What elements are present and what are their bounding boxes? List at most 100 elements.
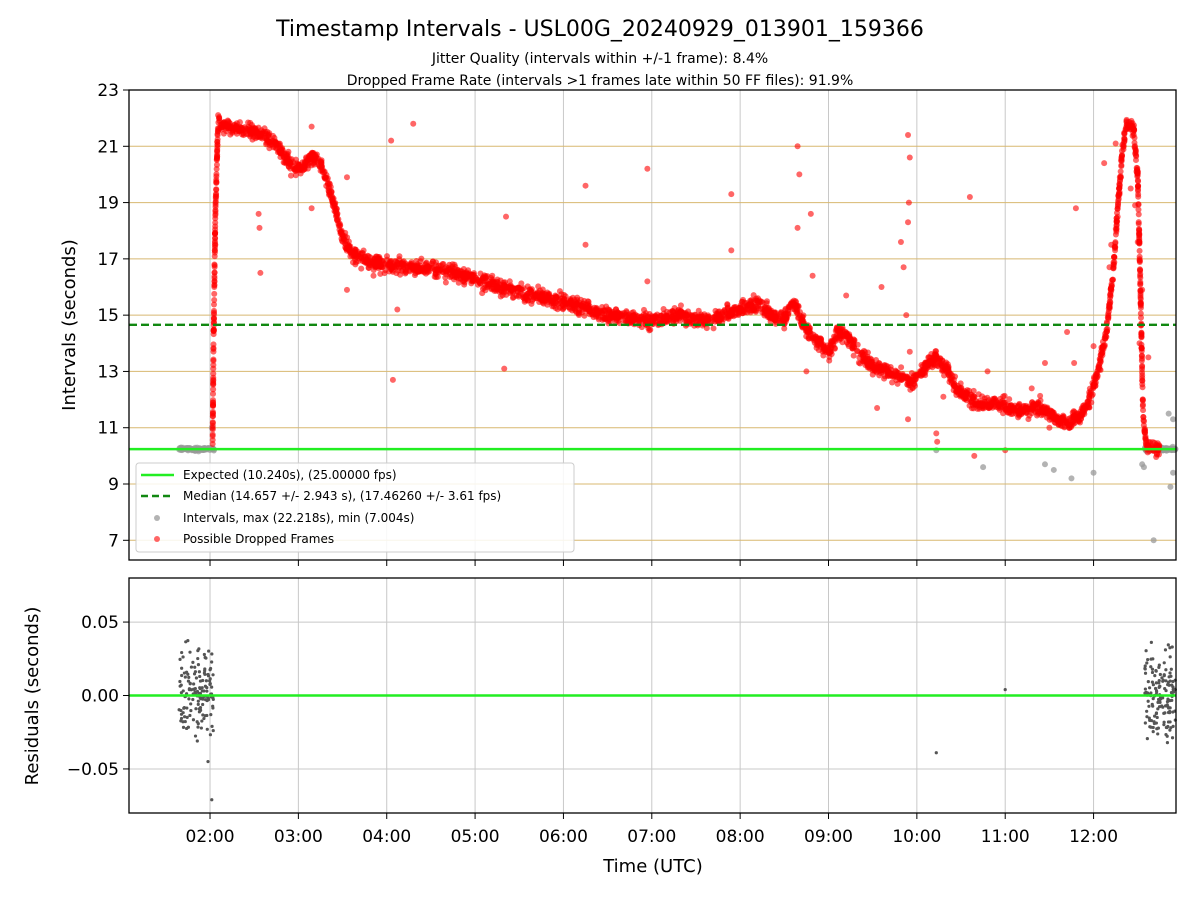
- dropped-frame-point: [332, 200, 339, 207]
- dropped-frame-point: [803, 327, 810, 334]
- residual-point: [194, 676, 199, 680]
- dropped-frame-point: [703, 325, 710, 332]
- dropped-frame-point: [958, 391, 965, 398]
- residual-point: [201, 702, 205, 707]
- dropped-frame-point: [479, 290, 486, 297]
- dropped-frame-point: [807, 210, 814, 217]
- dropped-frame-point: [213, 157, 220, 164]
- residual-point: [1166, 697, 1170, 701]
- dropped-frame-point: [1135, 220, 1142, 227]
- residual-point: [1164, 725, 1168, 730]
- dropped-frame-point: [1136, 226, 1143, 233]
- dropped-frame-point: [1139, 372, 1146, 379]
- interval-point: [1150, 537, 1157, 544]
- dropped-frame-point: [926, 358, 933, 365]
- residuals-plot: 02:00 03:00 04:00 05:00 06:00 07:00 08:00 09:00…: [22, 577, 1177, 877]
- dropped-frame-point: [211, 273, 218, 280]
- dropped-frame-point: [1002, 406, 1009, 413]
- dropped-frame-point: [1088, 399, 1095, 406]
- dropped-frame-point: [377, 270, 384, 277]
- residual-point: [1147, 716, 1151, 720]
- dropped-frame-point: [1115, 185, 1122, 192]
- legend-box: [135, 462, 575, 553]
- dropped-frame-point: [878, 284, 885, 291]
- dropped-frame-point: [623, 309, 630, 316]
- dropped-frame-point: [1134, 183, 1141, 190]
- dropped-frame-point: [945, 364, 952, 371]
- residual-point: [209, 713, 213, 717]
- dropped-frame-point: [616, 313, 623, 320]
- intervals-ylabel: Intervals (seconds): [59, 239, 80, 411]
- dropped-frame-point: [595, 314, 602, 321]
- dropped-frame-point: [839, 339, 846, 346]
- dropped-frame-point: [521, 293, 528, 300]
- dropped-frame-point: [1141, 427, 1148, 434]
- residual-point: [189, 708, 193, 713]
- dropped-frame-point: [731, 304, 738, 311]
- residual-point: [1145, 715, 1149, 719]
- dropped-frame-point: [939, 357, 946, 364]
- dropped-frame-point: [834, 334, 841, 341]
- dropped-frame-point: [899, 372, 906, 379]
- dropped-frame-point: [630, 309, 637, 316]
- residual-point: [196, 656, 200, 661]
- legend-expected-label: Expected (10.240s), (25.00000 fps): [183, 468, 397, 482]
- dropped-frame-point: [1107, 291, 1114, 298]
- residual-point: [203, 669, 207, 673]
- dropped-frame-point: [1094, 372, 1101, 379]
- dropped-frame-point: [211, 247, 218, 254]
- dropped-frame-point: [905, 416, 912, 423]
- residual-point: [1152, 720, 1156, 724]
- dropped-frame-point: [644, 165, 651, 172]
- dropped-frame-point: [981, 398, 988, 405]
- residuals-ytick-label: 0.05: [81, 613, 119, 633]
- dropped-frame-point: [216, 115, 223, 122]
- residual-point: [180, 673, 184, 678]
- residual-point: [210, 798, 214, 802]
- residual-point: [196, 725, 200, 729]
- dropped-frame-point: [826, 349, 833, 356]
- residual-point: [1161, 705, 1165, 709]
- dropped-frame-point: [1113, 215, 1120, 222]
- dropped-frame-point: [1080, 405, 1087, 412]
- residual-point: [205, 727, 209, 731]
- dropped-frame-point: [1114, 203, 1121, 210]
- residual-point: [183, 719, 187, 724]
- residual-point: [211, 704, 215, 708]
- dropped-frame-point: [336, 226, 343, 233]
- residual-point: [1167, 675, 1171, 679]
- dropped-frame-point: [482, 274, 489, 281]
- residual-point: [1143, 666, 1147, 671]
- dropped-frame-point: [284, 155, 291, 162]
- residuals-ytick-label: −0.05: [67, 760, 119, 780]
- dropped-frame-point: [811, 335, 818, 342]
- dropped-frame-point: [1138, 334, 1145, 341]
- dropped-frame-point: [213, 173, 220, 180]
- dropped-frame-point: [1051, 411, 1058, 418]
- dropped-frame-point: [971, 452, 978, 459]
- dropped-frame-point: [750, 302, 757, 309]
- dropped-frame-point: [677, 302, 684, 309]
- residuals-xtick-label: 04:00: [362, 827, 411, 847]
- residual-point: [191, 697, 195, 702]
- residual-point: [1165, 699, 1170, 704]
- residual-point: [1158, 700, 1162, 704]
- residual-point: [207, 649, 211, 653]
- dropped-frame-point: [873, 357, 880, 364]
- dropped-frame-point: [1105, 314, 1112, 321]
- dropped-frame-point: [276, 140, 283, 147]
- residual-point: [1147, 704, 1151, 708]
- residual-point: [1146, 699, 1150, 703]
- residual-point: [186, 725, 190, 729]
- dropped-frame-point: [758, 298, 765, 305]
- residual-point: [1145, 661, 1149, 665]
- residual-point: [197, 647, 201, 651]
- dropped-frame-point: [1135, 206, 1142, 213]
- dropped-frame-point: [394, 306, 401, 313]
- dropped-frame-point: [644, 278, 651, 285]
- dropped-frame-point: [449, 267, 456, 274]
- residual-point: [1168, 679, 1172, 683]
- dropped-frame-point: [210, 386, 217, 393]
- residual-point: [1160, 676, 1164, 680]
